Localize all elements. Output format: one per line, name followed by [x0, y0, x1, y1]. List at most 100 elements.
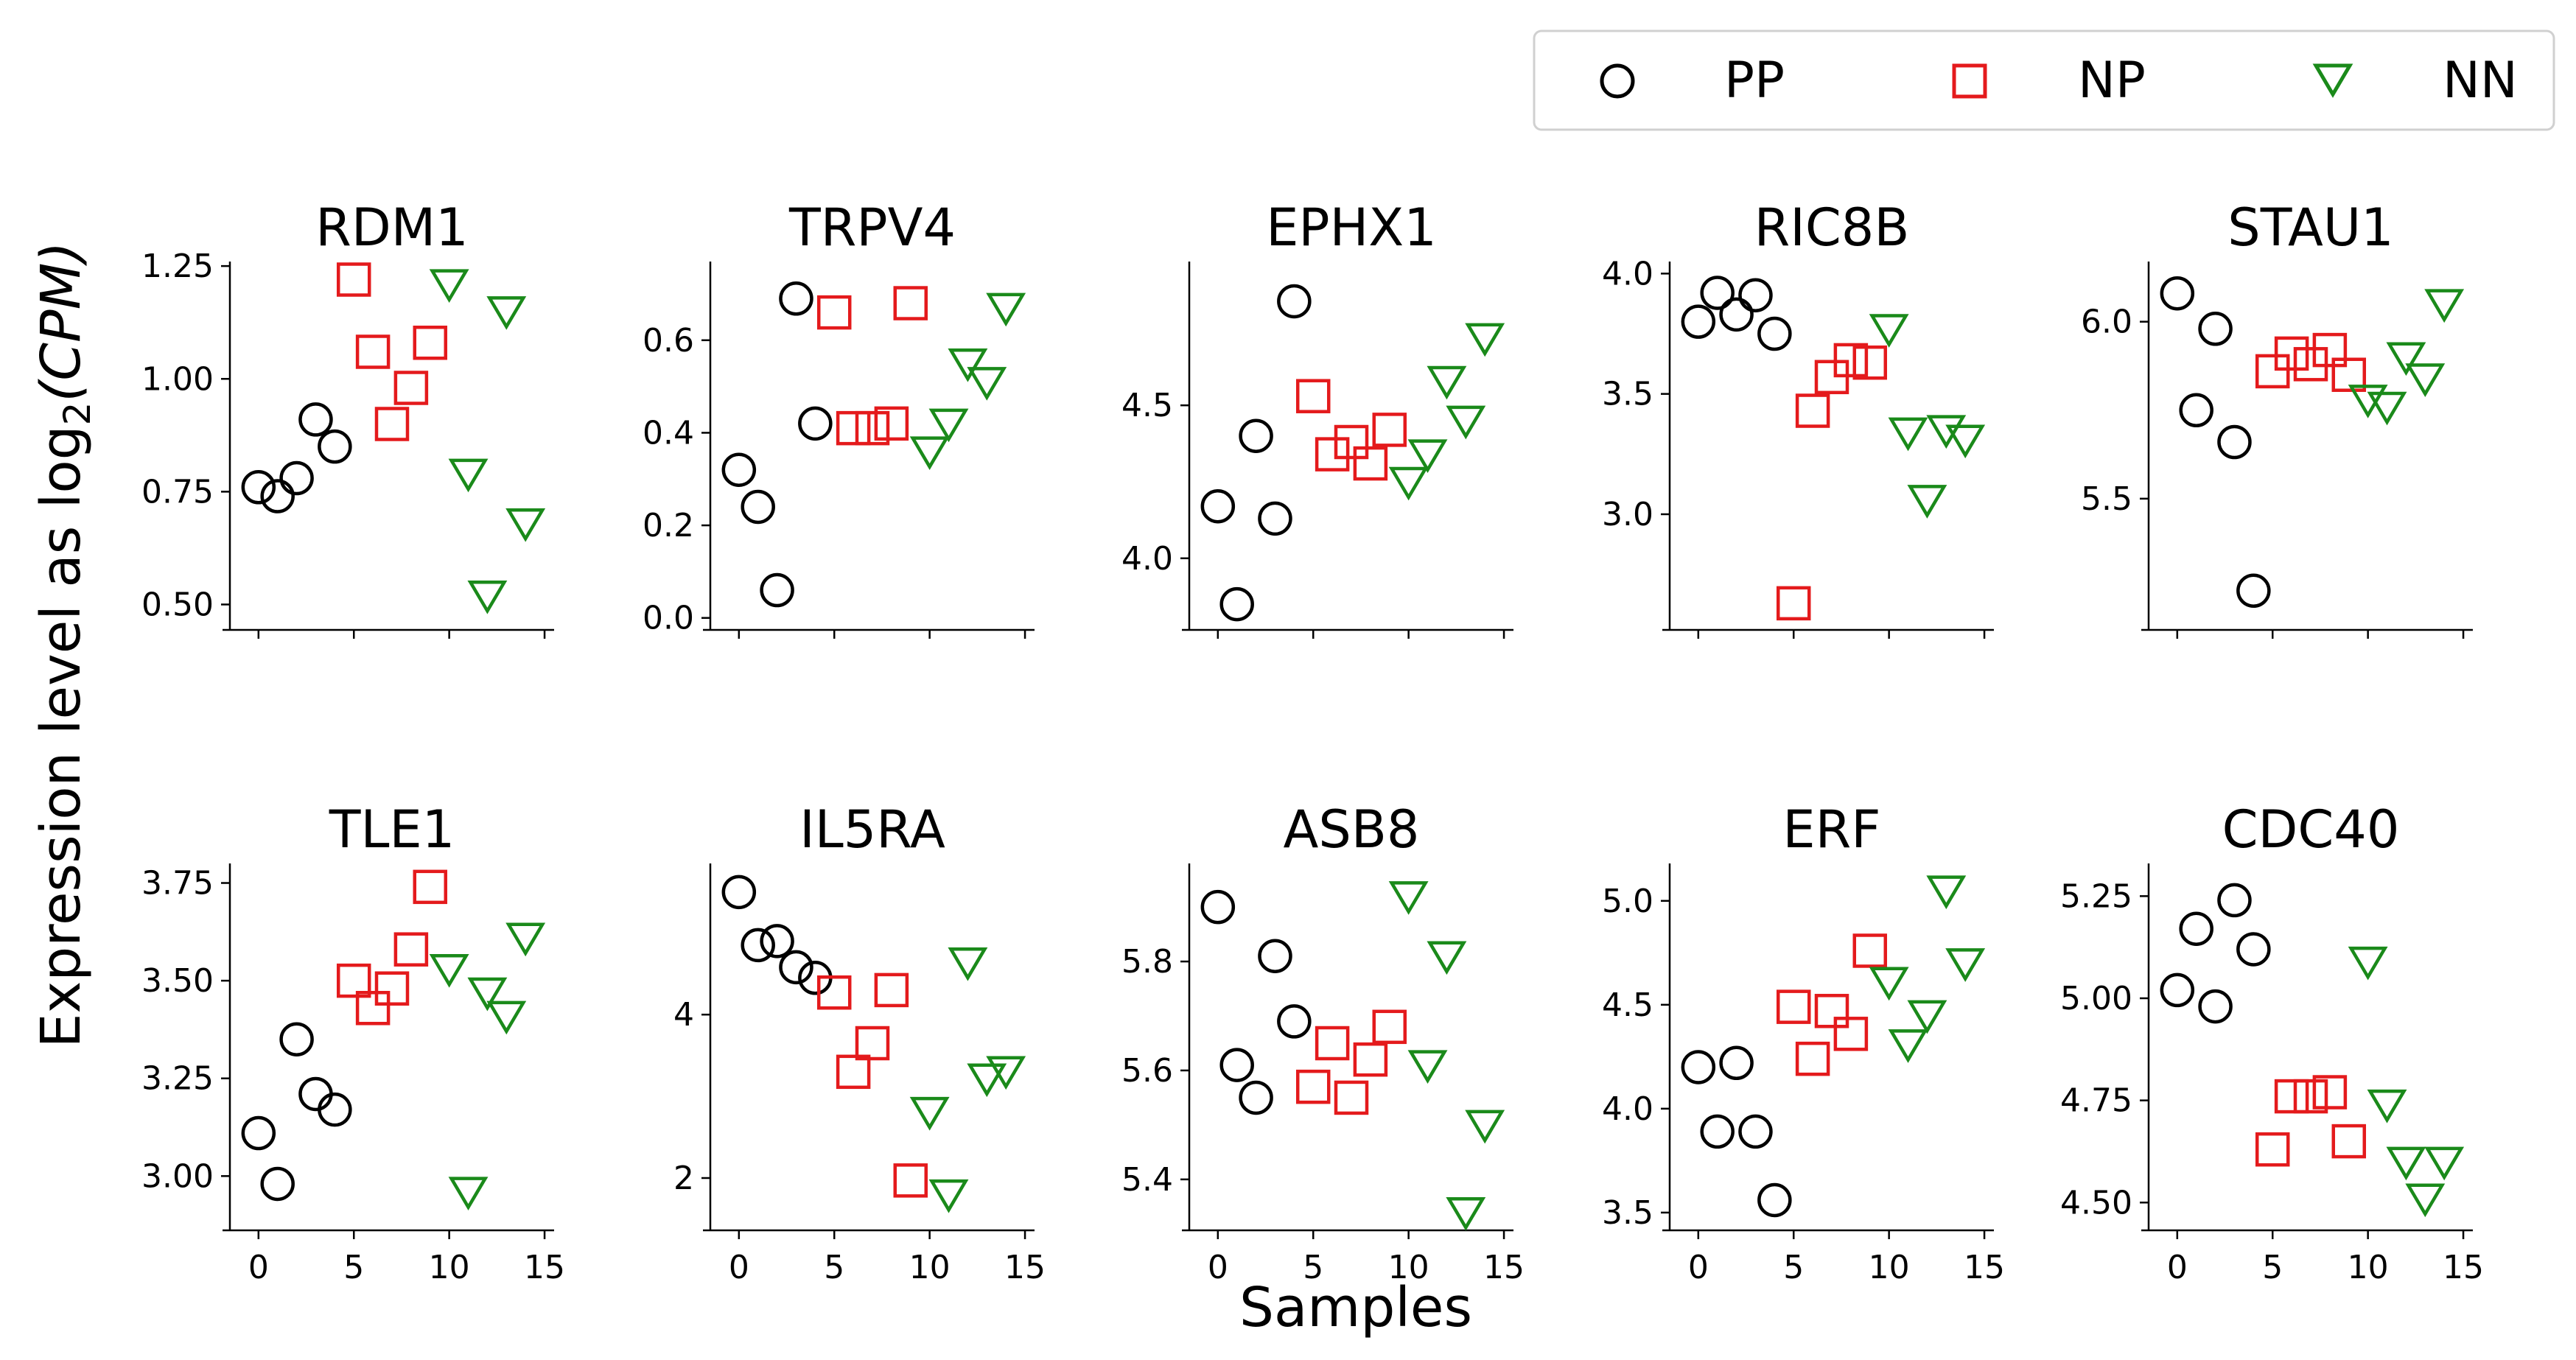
- point-pp: [1681, 304, 1716, 339]
- y-tick-label: 0.2: [643, 507, 694, 544]
- point-np: [1372, 413, 1407, 447]
- y-tick-label: 0.75: [141, 473, 214, 511]
- x-tick-label: 0: [1688, 1249, 1709, 1286]
- point-pp: [2160, 276, 2195, 311]
- point-pp: [2179, 911, 2213, 946]
- y-tick-label: 5.00: [2060, 980, 2132, 1017]
- point-nn: [467, 977, 508, 1012]
- point-np: [816, 975, 852, 1010]
- point-pp: [1200, 889, 1236, 925]
- x-axis-label: Samples: [1239, 1276, 1472, 1339]
- legend-label-pp: PP: [1724, 52, 1785, 110]
- point-pp: [298, 1076, 333, 1112]
- point-pp: [1700, 276, 1735, 310]
- point-np: [393, 932, 429, 967]
- point-nn: [967, 367, 1007, 401]
- point-pp: [779, 950, 813, 985]
- point-nn: [2348, 385, 2388, 418]
- y-tick-label: 3.50: [141, 962, 214, 1000]
- point-np: [1315, 437, 1350, 472]
- point-pp: [1700, 1114, 1735, 1149]
- point-pp: [2217, 424, 2252, 460]
- panel-title: ASB8: [1284, 799, 1420, 860]
- point-np: [836, 410, 871, 446]
- point-np: [2293, 1079, 2328, 1114]
- y-tick-label: 5.8: [1121, 943, 1173, 981]
- point-pp: [721, 874, 757, 910]
- y-tick-label: 4.0: [1121, 540, 1173, 578]
- y-axis-label: Expression level as log2(CPM): [29, 242, 99, 1048]
- point-np: [1372, 1009, 1407, 1045]
- point-nn: [1427, 941, 1467, 975]
- panel-stau1: STAU1 5.5 6.0: [2081, 197, 2473, 639]
- point-nn: [1907, 1000, 1947, 1034]
- point-nn: [1388, 466, 1429, 501]
- point-np: [2331, 357, 2367, 392]
- point-nn: [467, 581, 508, 614]
- panel-tle1: TLE1 3.00 3.25 3.50 3.75 0 5 10 15: [141, 799, 565, 1286]
- point-pp: [298, 402, 333, 437]
- point-np: [2274, 1079, 2309, 1114]
- point-np: [1353, 446, 1388, 481]
- legend-entry-nn: NN: [2312, 52, 2518, 110]
- point-pp: [1757, 1182, 1792, 1218]
- y-tick-label: 0.0: [643, 600, 694, 637]
- point-np: [855, 1026, 890, 1061]
- x-tick-label: 0: [729, 1249, 749, 1286]
- legend-entry-pp: PP: [1600, 52, 1785, 110]
- point-pp: [1738, 1114, 1773, 1149]
- point-np: [1833, 1017, 1869, 1051]
- y-tick-label: 5.6: [1121, 1052, 1173, 1090]
- point-nn: [948, 348, 988, 382]
- point-pp: [741, 489, 775, 525]
- point-nn: [928, 1179, 969, 1213]
- point-pp: [260, 479, 295, 513]
- point-np: [1814, 994, 1849, 1028]
- panel-cdc40: CDC40 4.50 4.75 5.00 5.25 0 5 10 15: [2060, 799, 2484, 1286]
- y-tick-label: 5.25: [2060, 877, 2132, 915]
- point-np: [413, 869, 448, 905]
- point-np: [336, 963, 371, 998]
- x-tick-label: 15: [2443, 1249, 2484, 1286]
- x-tick-label: 5: [824, 1249, 844, 1286]
- point-pp: [1239, 418, 1273, 453]
- point-np: [355, 991, 391, 1026]
- point-pp: [1239, 1080, 1273, 1115]
- point-np: [836, 1054, 871, 1090]
- point-nn: [1869, 314, 1909, 348]
- point-np: [2255, 354, 2290, 389]
- panel-asb8: ASB8 5.4 5.6 5.8 0 5 10 15: [1121, 799, 1525, 1286]
- y-tick-label: 5.5: [2081, 480, 2132, 518]
- y-axis-label-sub: 2: [56, 402, 99, 426]
- point-nn: [486, 1000, 527, 1035]
- point-pp: [241, 470, 276, 505]
- legend-entry-np: NP: [1952, 52, 2146, 110]
- point-pp: [2160, 972, 2195, 1008]
- point-nn: [1407, 439, 1448, 474]
- point-pp: [2236, 573, 2271, 609]
- x-tick-label: 0: [1208, 1249, 1228, 1286]
- x-tick-label: 0: [248, 1249, 269, 1286]
- point-nn: [2386, 342, 2426, 376]
- x-tick-label: 5: [1303, 1249, 1323, 1286]
- point-pp: [798, 406, 833, 441]
- x-tick-label: 15: [1964, 1249, 2005, 1286]
- x-tick-label: 10: [429, 1249, 470, 1286]
- panel-title: ERF: [1782, 799, 1880, 860]
- panel-ephx1: EPHX1 4.0 4.5: [1121, 197, 1513, 639]
- y-tick-label: 4.75: [2060, 1082, 2132, 1120]
- point-nn: [448, 458, 489, 493]
- y-tick-label: 0.50: [141, 586, 214, 624]
- legend-label-nn: NN: [2443, 52, 2518, 110]
- point-np: [355, 334, 391, 369]
- point-np: [1295, 379, 1331, 413]
- point-pp: [2179, 393, 2213, 428]
- point-nn: [2424, 1146, 2465, 1181]
- point-nn: [505, 508, 546, 542]
- y-axis-label-prefix: Expression level as log: [29, 425, 93, 1048]
- point-nn: [1427, 365, 1467, 400]
- point-nn: [505, 922, 546, 957]
- panel-title: STAU1: [2227, 197, 2393, 258]
- point-nn: [1388, 881, 1429, 915]
